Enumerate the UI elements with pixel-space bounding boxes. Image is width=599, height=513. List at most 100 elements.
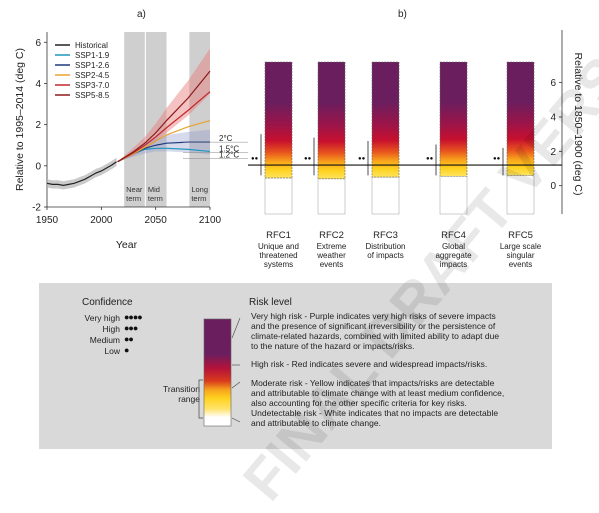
rfc1-label: RFC1	[266, 230, 291, 241]
risk-description-line: High risk - Red indicates severe and wid…	[251, 359, 488, 369]
rfc4-description: impacts	[440, 260, 468, 269]
rfc5-ember	[506, 61, 535, 176]
y-tick-label-b: 0	[550, 181, 556, 192]
term-band-label-2: Long	[191, 185, 208, 194]
rfc2-label: RFC2	[319, 230, 344, 241]
confidence-level-dots: ●●●	[124, 323, 138, 333]
legend-label: SSP1-2.6	[75, 61, 110, 70]
risk-description-line: and attributable to climate change.	[251, 418, 381, 428]
rfc5-description: singular	[506, 251, 534, 260]
panel-b-label: b)	[398, 9, 407, 20]
y-tick-label-a: 4	[35, 79, 41, 90]
rfc3-description: Distribution	[365, 242, 405, 251]
rfc2-description: Extreme	[317, 242, 347, 251]
risk-description-line: Moderate risk - Yellow indicates that im…	[251, 378, 495, 388]
risk-level-description: High risk - Red indicates severe and wid…	[251, 359, 547, 369]
rfc4-confidence-dots: ●●	[426, 156, 434, 162]
y-tick-label-b: 2	[550, 147, 556, 158]
legend-label: SSP2-4.5	[75, 71, 110, 80]
rfc1-description: threatened	[259, 251, 297, 260]
term-band-label2-0: term	[126, 194, 141, 203]
risk-colour-bar	[203, 318, 232, 427]
series-line-ssp3-7-0	[117, 91, 211, 163]
rfc1-description: systems	[264, 260, 293, 269]
rfc2-description: events	[320, 260, 344, 269]
term-band-1	[145, 32, 167, 207]
panel-a-label: a)	[137, 9, 146, 20]
reference-label-0: 2°C	[219, 134, 233, 143]
reasons-for-concern-chart: 0 2 4 6 Relative to 1850–1900 (deg C) ●● RFC1U…	[248, 30, 584, 269]
x-tick-label-a: 1950	[36, 215, 59, 226]
series-line-ssp5-8-5	[117, 70, 211, 163]
risk-level-description: Very high risk - Purple indicates very h…	[251, 311, 547, 351]
y-tick-label-b: 4	[550, 112, 556, 123]
risk-level-description: Undetectable risk - White indicates that…	[251, 408, 547, 428]
risk-description-line: and the presence of significant irrevers…	[251, 321, 496, 331]
series-line-historical	[46, 161, 117, 186]
x-tick-label-a: 2000	[90, 215, 113, 226]
rfc4-ember	[439, 61, 468, 177]
rfc5-white-range	[506, 175, 535, 215]
rfc3-label: RFC3	[373, 230, 398, 241]
rfc4-description: aggregate	[435, 251, 472, 260]
term-band-label2-2: term	[191, 194, 206, 203]
risk-level-description: Moderate risk - Yellow indicates that im…	[251, 378, 547, 408]
series-line-ssp2-4-5	[117, 119, 211, 163]
reference-label-1: 1.5°C	[219, 144, 239, 153]
rfc4-white-range	[439, 175, 468, 215]
term-band-label2-1: term	[148, 194, 163, 203]
rfc1-confidence-dots: ●●	[251, 156, 259, 162]
risk-description-line: also accounting for the other specific c…	[251, 398, 467, 408]
rfc3-white-range	[371, 176, 400, 215]
rfc5-description: events	[509, 260, 533, 269]
term-band-label-0: Near	[126, 185, 143, 194]
y-axis-title-b: Relative to 1850–1900 (deg C)	[572, 52, 584, 195]
envelope-historical	[47, 157, 117, 190]
risk-connectors	[231, 317, 241, 423]
rfc5-description: Large scale	[500, 242, 542, 251]
rfc1-ember	[264, 61, 293, 179]
transition-range-label: Transition range	[162, 384, 200, 404]
rfc1-description: Unique and	[258, 242, 299, 251]
rfc1-white-range	[264, 177, 293, 215]
transition-bracket	[198, 379, 203, 419]
rfc3-ember	[371, 61, 400, 178]
confidence-level-label: Very high	[84, 313, 120, 323]
y-tick-label-a: 0	[35, 161, 41, 172]
rfc3-confidence-dots: ●●	[358, 156, 366, 162]
x-tick-label-a: 2100	[199, 215, 222, 226]
term-band-label-1: Mid	[148, 185, 160, 194]
rfc2-confidence-dots: ●●	[304, 156, 312, 162]
legend-label: SSP3-7.0	[75, 81, 110, 90]
legend-panel	[39, 283, 552, 449]
risk-description-line: climate-related hazards, combined with l…	[251, 331, 500, 341]
rfc4-description: Global	[442, 242, 465, 251]
confidence-level-dots: ●●●●	[124, 312, 143, 322]
rfc2-description: weather	[316, 251, 346, 260]
risk-description-line: Very high risk - Purple indicates very h…	[251, 311, 496, 321]
term-band-2	[189, 32, 210, 207]
risk-description-line: Undetectable risk - White indicates that…	[251, 408, 499, 418]
y-axis-title-a: Relative to 1995–2014 (deg C)	[14, 48, 26, 191]
risk-description-line: to the nature of the hazard or impacts/r…	[251, 341, 415, 351]
y-tick-label-a: -2	[32, 203, 41, 214]
rfc4-label: RFC4	[441, 230, 466, 241]
y-tick-label-a: 2	[35, 120, 41, 131]
legend-label: SSP1-1.9	[75, 51, 110, 60]
rfc2-white-range	[317, 178, 346, 215]
rfc2-ember	[317, 61, 346, 180]
risk-description-line: and attributable to climate change with …	[251, 388, 505, 398]
confidence-level-label: Medium	[89, 335, 120, 345]
y-tick-label-b: 6	[550, 78, 556, 89]
confidence-level-dots: ●	[124, 345, 130, 355]
envelope-ssp5-8-5	[117, 48, 210, 162]
x-axis-title-a: Year	[116, 239, 138, 251]
x-tick-label-a: 2050	[145, 215, 168, 226]
confidence-level-dots: ●●	[124, 334, 134, 344]
confidence-level-label: Low	[104, 346, 120, 356]
legend-label: Historical	[75, 41, 108, 50]
confidence-level-label: High	[102, 324, 120, 334]
risk-level-title: Risk level	[249, 297, 292, 308]
rfc5-confidence-dots: ●●	[493, 156, 501, 162]
